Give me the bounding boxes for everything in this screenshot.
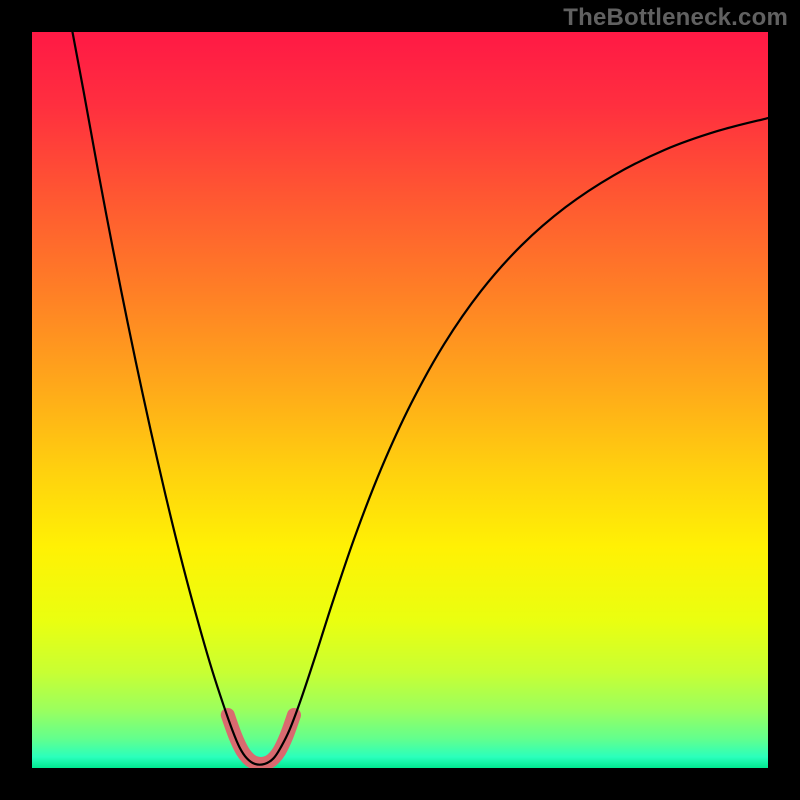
chart-svg <box>32 32 768 768</box>
chart-frame: TheBottleneck.com <box>0 0 800 800</box>
watermark-text: TheBottleneck.com <box>563 4 788 32</box>
plot-area <box>32 32 768 768</box>
chart-background <box>32 32 768 768</box>
